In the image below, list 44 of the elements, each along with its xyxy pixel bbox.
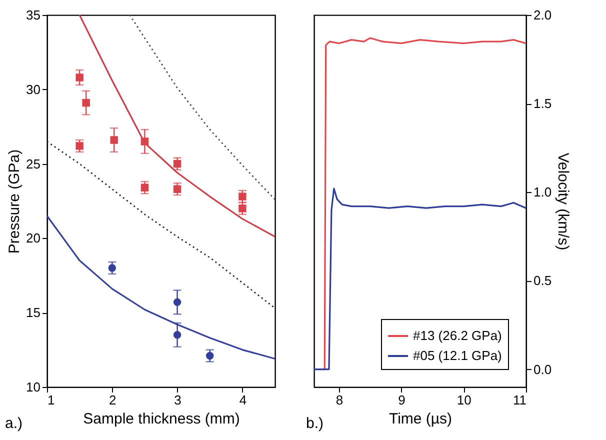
- x-tick-label: 10: [456, 392, 472, 408]
- legend-label: #13 (26.2 GPa): [413, 328, 502, 343]
- point: [140, 184, 149, 192]
- point: [76, 142, 84, 150]
- y-tick-label: 10: [26, 380, 40, 394]
- x-axis-title: Time (µs): [388, 410, 452, 428]
- y-axis-title: Velocity (km/s): [554, 152, 572, 250]
- y-tick-label: 2.0: [534, 8, 552, 22]
- y-axis-title: Pressure (GPa): [6, 149, 24, 254]
- y-tick-label: 0.5: [534, 273, 552, 288]
- line-series: [46, 215, 276, 360]
- y-tick-label: 25: [26, 156, 40, 172]
- point: [76, 74, 84, 82]
- point: [140, 138, 149, 146]
- y-tick-label: 0.0: [534, 362, 552, 377]
- line-series: [129, 14, 276, 200]
- text: a.): [5, 415, 23, 432]
- line-series: [46, 140, 276, 309]
- legend-label: #05 (12.1 GPa): [413, 348, 502, 363]
- x-tick-label: 3: [174, 392, 182, 408]
- x-tick-label: 8: [336, 392, 344, 408]
- point: [82, 98, 90, 107]
- line-series: [78, 14, 276, 238]
- y-tick-label: 20: [26, 230, 40, 246]
- point: [110, 136, 118, 144]
- x-tick-label: 4: [239, 392, 247, 408]
- point: [206, 352, 214, 360]
- point: [173, 185, 182, 193]
- point: [173, 331, 182, 339]
- x-axis-title: Sample thickness (mm): [83, 410, 240, 428]
- point: [108, 264, 116, 272]
- point: [173, 298, 182, 306]
- point: [173, 160, 182, 168]
- x-tick-label: 2: [109, 392, 116, 408]
- y-tick-label: 15: [26, 305, 40, 320]
- y-tick-label: 1.0: [534, 184, 552, 200]
- x-tick-label: 11: [513, 392, 526, 408]
- y-tick-label: 35: [26, 8, 40, 22]
- y-tick-label: 30: [26, 82, 40, 97]
- x-tick-label: 9: [398, 392, 406, 408]
- text: b.): [306, 415, 324, 432]
- line-series: [313, 188, 527, 370]
- x-tick-label: 1: [48, 392, 55, 408]
- y-tick-label: 1.5: [534, 96, 552, 112]
